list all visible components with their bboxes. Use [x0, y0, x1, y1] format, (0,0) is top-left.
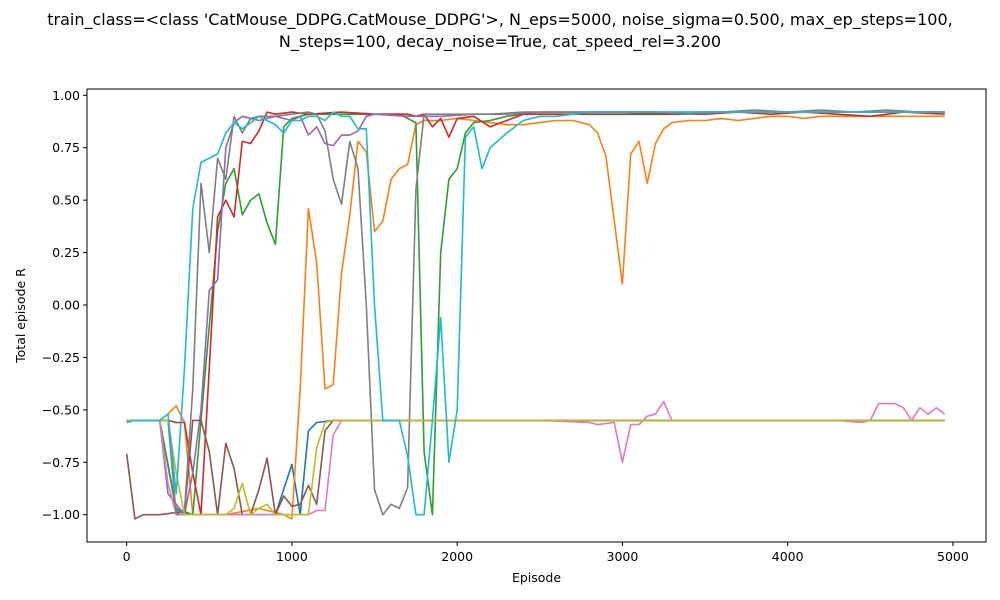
y-tick-label: 0.25 [52, 245, 80, 260]
x-tick: 1000 [276, 542, 308, 564]
series-line-3 [126, 111, 945, 516]
series-line-8 [126, 109, 945, 516]
y-tick: −0.25 [42, 350, 87, 365]
chart-title-line-1: train_class=<class 'CatMouse_DDPG.CatMou… [47, 10, 953, 29]
series-line-9 [126, 419, 945, 516]
chart-title-line-2: N_steps=100, decay_noise=True, cat_speed… [278, 32, 722, 51]
y-tick: 0.25 [52, 245, 87, 260]
series-line-5 [126, 111, 945, 516]
y-tick: 1.00 [52, 88, 87, 103]
y-tick-label: −0.50 [42, 402, 80, 417]
y-tick-label: 0.00 [52, 298, 80, 313]
y-axis: −1.00 −0.75 −0.50 −0.25 0.00 0.25 0.50 0.75 1.00 [42, 88, 87, 522]
y-tick: 0.00 [52, 298, 87, 313]
series-line-7 [126, 400, 946, 516]
x-axis-label: Episode [512, 570, 561, 585]
y-tick: 0.50 [52, 193, 87, 208]
x-tick: 3000 [607, 542, 639, 564]
y-tick: −1.00 [42, 507, 87, 522]
x-tick-label: 2000 [441, 549, 473, 564]
x-tick: 5000 [937, 542, 969, 564]
x-tick-label: 0 [123, 549, 131, 564]
y-tick-label: −1.00 [42, 507, 80, 522]
x-tick-label: 4000 [772, 549, 804, 564]
plot-frame [86, 88, 987, 543]
y-tick-label: −0.25 [42, 350, 80, 365]
series-line-1 [126, 419, 945, 516]
x-axis: 0 1000 2000 3000 4000 5000 [123, 542, 969, 564]
series-line-6 [125, 419, 945, 520]
x-tick: 4000 [772, 542, 804, 564]
x-tick-label: 5000 [937, 549, 969, 564]
y-tick-label: 0.50 [52, 193, 80, 208]
y-tick-label: 1.00 [52, 88, 80, 103]
y-tick-label: 0.75 [52, 140, 80, 155]
y-tick: 0.75 [52, 140, 87, 155]
series-line-2 [126, 115, 945, 520]
y-tick-label: −0.75 [42, 455, 80, 470]
y-tick: −0.50 [42, 402, 87, 417]
series-line-10 [126, 111, 945, 516]
x-tick-label: 1000 [276, 549, 308, 564]
x-tick: 0 [123, 542, 131, 564]
series-line-4 [126, 111, 945, 516]
series-layer [125, 109, 946, 520]
x-tick-label: 3000 [607, 549, 639, 564]
x-tick: 2000 [441, 542, 473, 564]
y-tick: −0.75 [42, 455, 87, 470]
y-axis-label: Total episode R [13, 268, 28, 364]
